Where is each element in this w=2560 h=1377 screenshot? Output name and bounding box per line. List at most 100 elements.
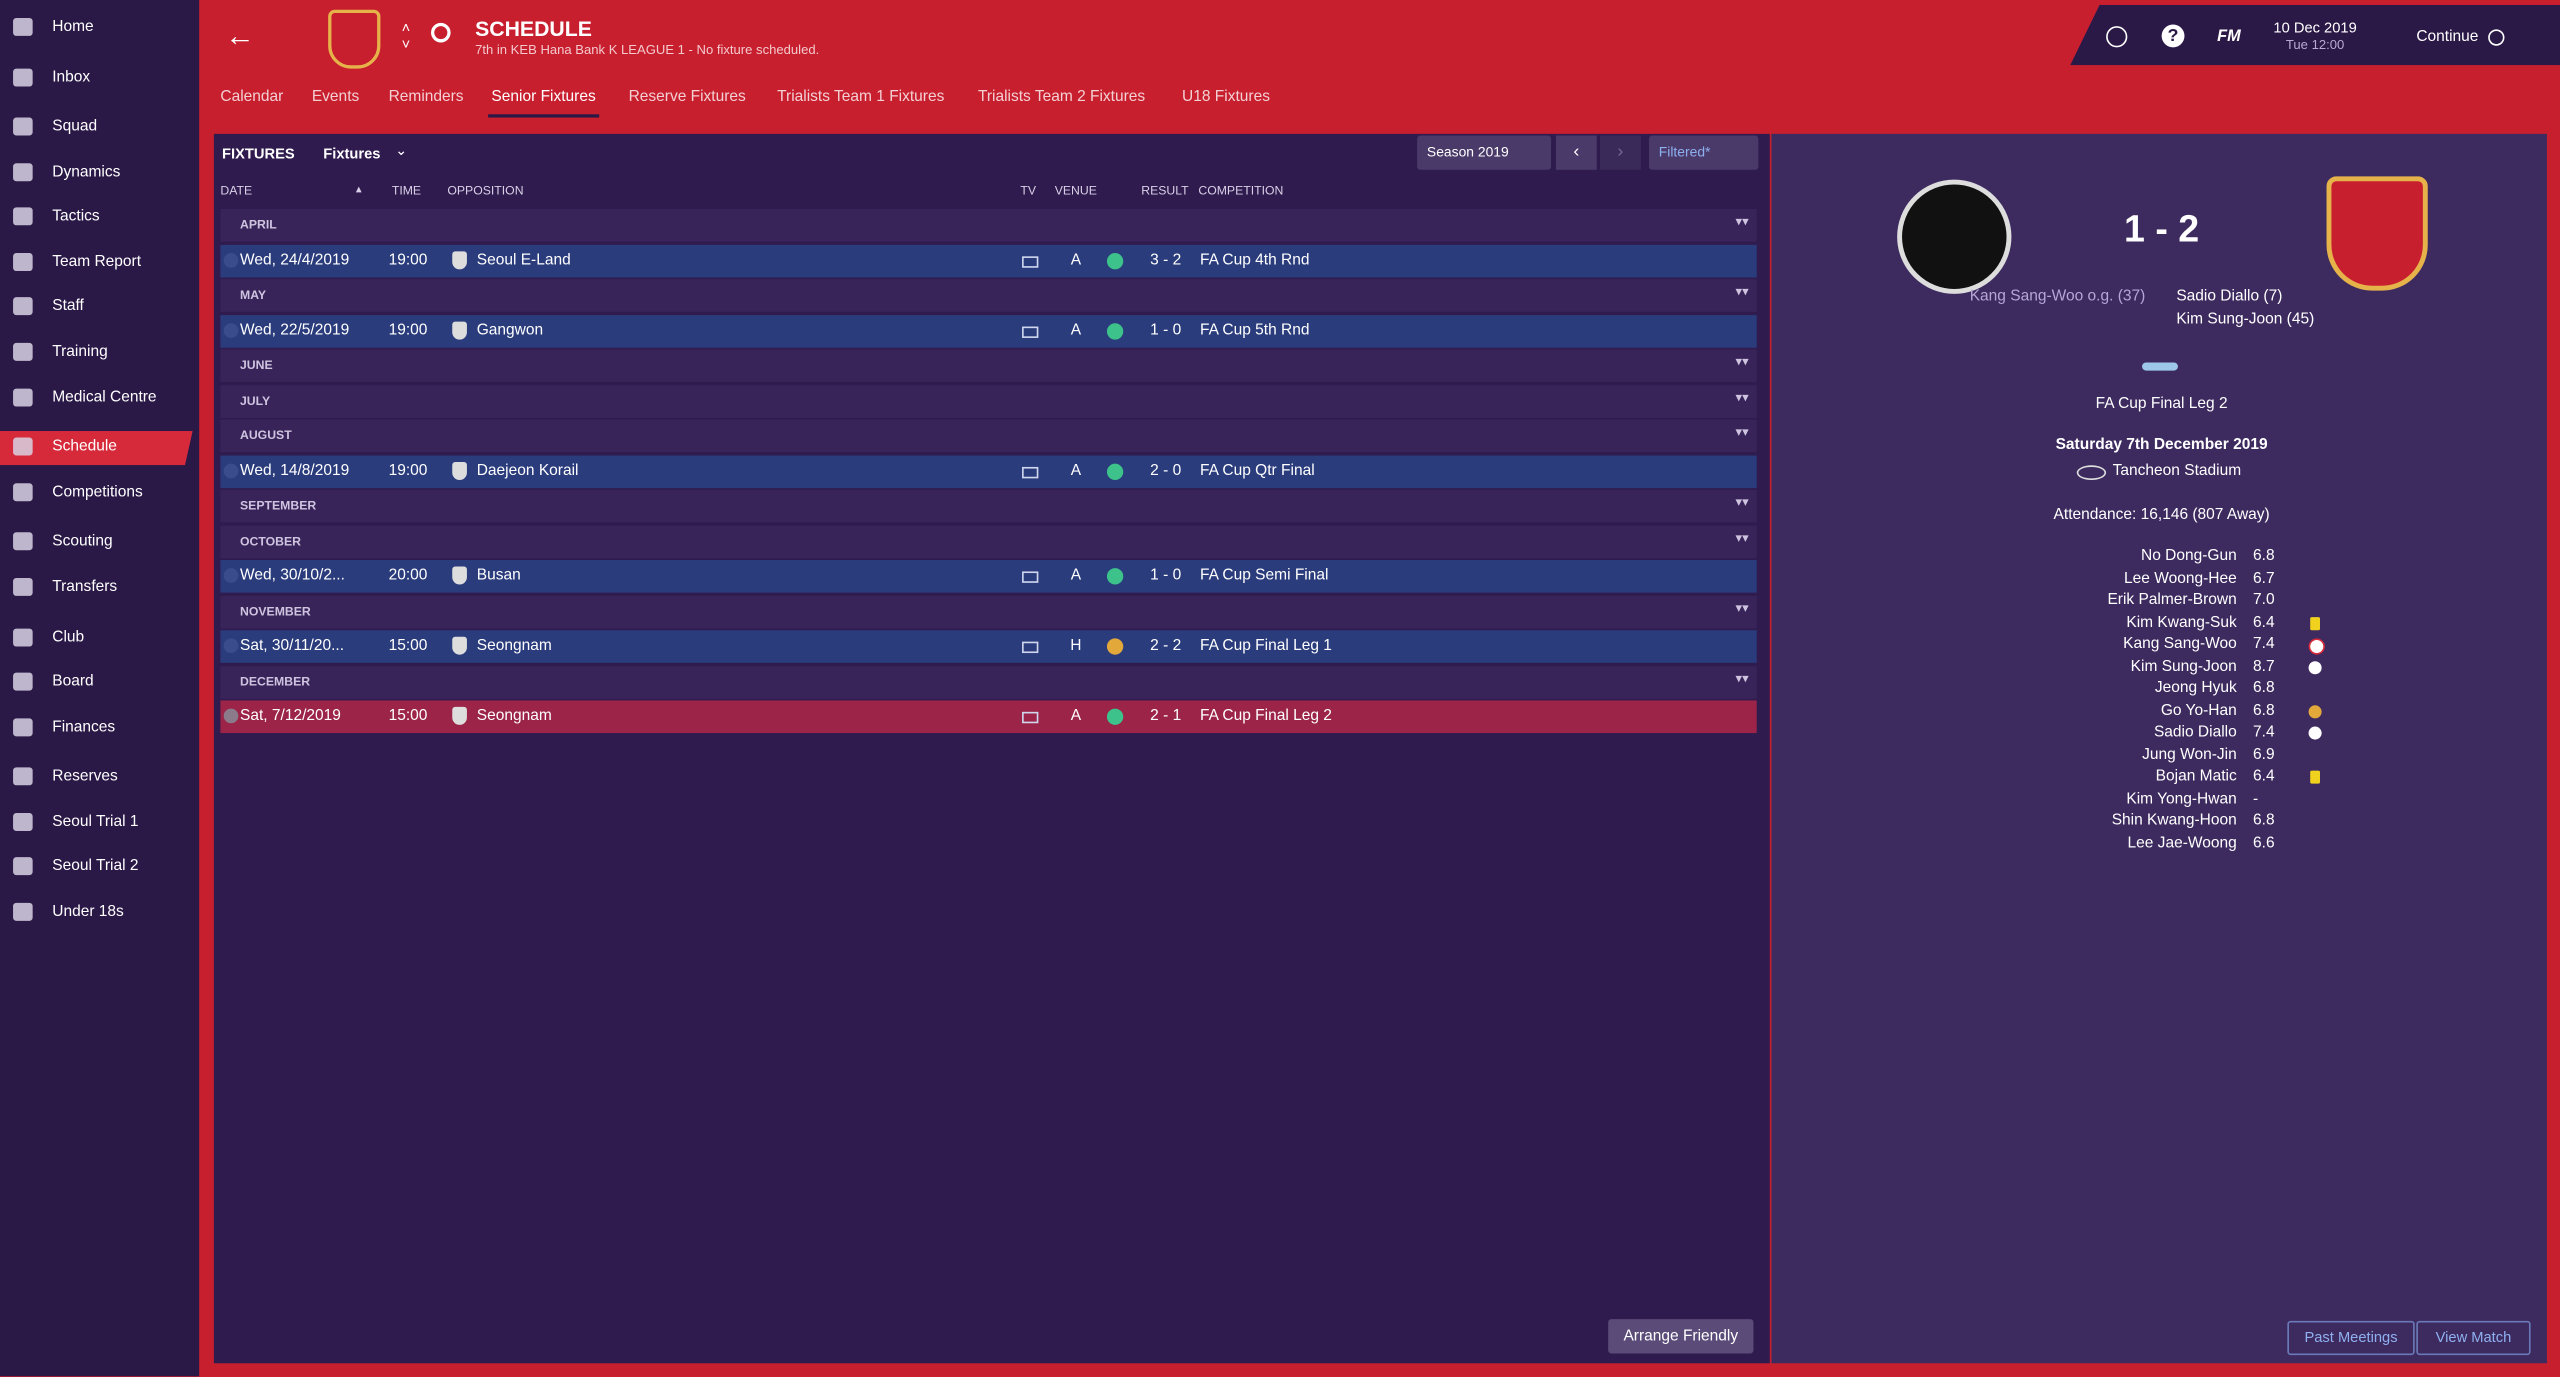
- column-header[interactable]: RESULT: [1141, 182, 1189, 198]
- fixture-opposition[interactable]: Daejeon Korail: [476, 461, 579, 480]
- player-name[interactable]: Erik Palmer-Brown: [2107, 591, 2237, 609]
- help-button[interactable]: ?: [2161, 24, 2185, 48]
- nav-item[interactable]: Home: [52, 17, 94, 36]
- player-name[interactable]: Kim Sung-Joon: [2130, 657, 2237, 676]
- collapse-toggle[interactable]: ▾▾: [1735, 389, 1749, 405]
- fixture-time: 19:00: [388, 461, 428, 480]
- nav-item[interactable]: Training: [52, 342, 108, 361]
- nav-item[interactable]: Competitions: [52, 483, 143, 502]
- tab[interactable]: Reserve Fixtures: [628, 88, 746, 107]
- nav-item[interactable]: Squad: [52, 117, 98, 136]
- collapse-toggle[interactable]: ▾▾: [1735, 529, 1749, 545]
- club-badge[interactable]: [328, 9, 381, 69]
- tab[interactable]: Reminders: [388, 88, 464, 107]
- fixture-opposition[interactable]: Seongnam: [476, 636, 552, 655]
- fm-menu[interactable]: FM: [2217, 27, 2241, 46]
- filter-dropdown[interactable]: [1648, 135, 1759, 170]
- nav-item[interactable]: Finances: [52, 718, 116, 737]
- fixture-competition[interactable]: FA Cup 4th Rnd: [1199, 250, 1310, 269]
- tab[interactable]: Senior Fixtures: [491, 88, 596, 107]
- player-name[interactable]: Shin Kwang-Hoon: [2111, 811, 2237, 830]
- player-name[interactable]: Go Yo-Han: [2160, 701, 2237, 720]
- nav-item[interactable]: Tactics: [52, 207, 100, 226]
- collapse-toggle[interactable]: ▾▾: [1735, 424, 1749, 440]
- result-dot: [1106, 708, 1124, 725]
- column-header[interactable]: TIME: [391, 182, 422, 198]
- nav-item[interactable]: Club: [52, 628, 85, 647]
- fixture-competition[interactable]: FA Cup Final Leg 1: [1199, 636, 1332, 655]
- nav-item[interactable]: Schedule: [52, 437, 117, 456]
- fixture-row[interactable]: [220, 244, 1757, 277]
- fixture-row[interactable]: [220, 314, 1757, 347]
- player-name[interactable]: Kang Sang-Woo: [2123, 635, 2237, 654]
- fixture-row[interactable]: [220, 454, 1757, 488]
- tab[interactable]: U18 Fixtures: [1182, 88, 1270, 107]
- player-name[interactable]: Kim Kwang-Suk: [2126, 613, 2237, 632]
- home-badge[interactable]: [1897, 179, 2012, 294]
- nav-item[interactable]: Medical Centre: [52, 388, 157, 407]
- search-button[interactable]: [431, 22, 451, 43]
- column-header[interactable]: COMPETITION: [1198, 182, 1284, 198]
- fixture-opposition[interactable]: Seongnam: [476, 706, 552, 725]
- fixture-competition[interactable]: FA Cup Final Leg 2: [1199, 706, 1332, 725]
- fixture-row[interactable]: [220, 559, 1757, 593]
- collapse-toggle[interactable]: ▾▾: [1735, 354, 1749, 369]
- player-name[interactable]: Lee Woong-Hee: [2124, 568, 2237, 587]
- player-name[interactable]: Jeong Hyuk: [2154, 679, 2237, 698]
- nav-icon: [13, 117, 33, 136]
- column-header[interactable]: DATE: [220, 182, 253, 198]
- fixture-competition[interactable]: FA Cup 5th Rnd: [1199, 320, 1310, 339]
- collapse-toggle[interactable]: ▾▾: [1735, 284, 1749, 299]
- nav-item[interactable]: Transfers: [52, 577, 118, 596]
- collapse-toggle[interactable]: ▾▾: [1735, 494, 1749, 510]
- fixture-row[interactable]: [220, 630, 1757, 663]
- player-name[interactable]: No Dong-Gun: [2141, 546, 2237, 565]
- column-header[interactable]: OPPOSITION: [447, 182, 524, 198]
- month-label: JUNE: [239, 357, 273, 373]
- collapse-toggle[interactable]: ▾▾: [1735, 670, 1749, 685]
- tab[interactable]: Trialists Team 2 Fixtures: [977, 88, 1146, 107]
- away-badge[interactable]: [2326, 176, 2428, 291]
- match-button[interactable]: Past Meetings: [2287, 1320, 2415, 1356]
- nav-item[interactable]: Seoul Trial 2: [52, 857, 139, 876]
- player-name[interactable]: Bojan Matic: [2155, 767, 2237, 786]
- player-name[interactable]: Jung Won-Jin: [2142, 745, 2237, 764]
- fixture-competition[interactable]: FA Cup Semi Final: [1199, 566, 1329, 585]
- season-dropdown[interactable]: [1417, 135, 1552, 170]
- fixture-opposition[interactable]: Seoul E-Land: [476, 250, 571, 269]
- next-button[interactable]: ›: [1599, 135, 1641, 170]
- fixture-row[interactable]: [220, 700, 1757, 734]
- collapse-toggle[interactable]: ▾▾: [1735, 599, 1749, 615]
- nav-item[interactable]: Board: [52, 672, 94, 691]
- match-button[interactable]: View Match: [2416, 1320, 2531, 1356]
- view-dropdown[interactable]: Fixtures: [323, 145, 381, 162]
- player-name[interactable]: Kim Yong-Hwan: [2126, 789, 2237, 808]
- nav-item[interactable]: Reserves: [52, 767, 118, 786]
- prev-button[interactable]: ‹: [1555, 135, 1597, 170]
- fixture-opposition[interactable]: Gangwon: [476, 320, 544, 339]
- club-switch[interactable]: ˄ ˅: [401, 19, 411, 53]
- world-button[interactable]: [2106, 26, 2128, 48]
- player-name[interactable]: Lee Jae-Woong: [2127, 833, 2237, 852]
- continue-button[interactable]: Continue: [2416, 27, 2479, 46]
- nav-item[interactable]: Team Report: [52, 253, 142, 272]
- nav-item[interactable]: Inbox: [52, 68, 91, 87]
- arrange-button[interactable]: Arrange Friendly: [1608, 1319, 1754, 1354]
- month-row: [220, 524, 1757, 558]
- column-header[interactable]: TV: [1020, 182, 1037, 198]
- tab[interactable]: Calendar: [220, 88, 284, 107]
- game-date: 10 Dec 2019: [2273, 19, 2357, 36]
- nav-item[interactable]: Scouting: [52, 532, 113, 551]
- collapse-toggle[interactable]: ▾▾: [1735, 213, 1749, 229]
- nav-item[interactable]: Dynamics: [52, 163, 121, 182]
- fixture-competition[interactable]: FA Cup Qtr Final: [1199, 461, 1315, 480]
- fixture-opposition[interactable]: Busan: [476, 566, 521, 585]
- nav-item[interactable]: Staff: [52, 297, 84, 316]
- nav-item[interactable]: Seoul Trial 1: [52, 813, 139, 832]
- back-button[interactable]: ←: [225, 19, 255, 53]
- player-name[interactable]: Sadio Diallo: [2153, 723, 2237, 742]
- nav-item[interactable]: Under 18s: [52, 902, 124, 921]
- tab[interactable]: Events: [311, 88, 360, 107]
- tab[interactable]: Trialists Team 1 Fixtures: [777, 88, 945, 107]
- column-header[interactable]: VENUE: [1054, 182, 1097, 198]
